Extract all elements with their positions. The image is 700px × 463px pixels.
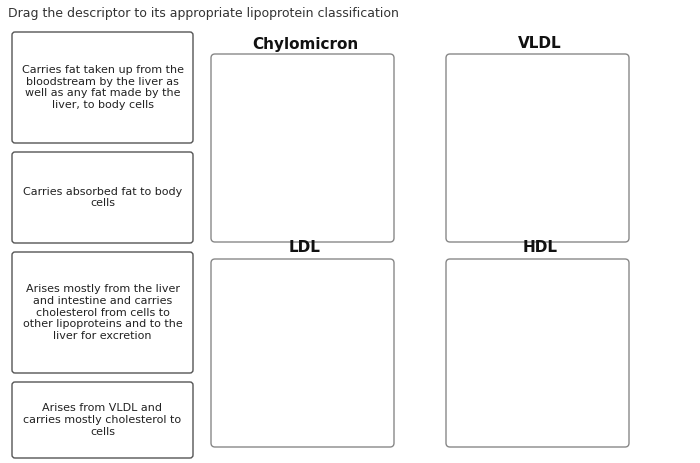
- Text: Arises mostly from the liver
and intestine and carries
cholesterol from cells to: Arises mostly from the liver and intesti…: [22, 284, 183, 341]
- Text: HDL: HDL: [522, 240, 557, 256]
- Text: Drag the descriptor to its appropriate lipoprotein classification: Drag the descriptor to its appropriate l…: [8, 7, 399, 20]
- FancyBboxPatch shape: [446, 259, 629, 447]
- FancyBboxPatch shape: [211, 259, 394, 447]
- Text: Chylomicron: Chylomicron: [252, 37, 358, 51]
- Text: Arises from VLDL and
carries mostly cholesterol to
cells: Arises from VLDL and carries mostly chol…: [23, 403, 181, 437]
- Text: VLDL: VLDL: [518, 37, 562, 51]
- FancyBboxPatch shape: [446, 54, 629, 242]
- FancyBboxPatch shape: [12, 32, 193, 143]
- Text: LDL: LDL: [289, 240, 321, 256]
- Text: Carries absorbed fat to body
cells: Carries absorbed fat to body cells: [23, 187, 182, 208]
- FancyBboxPatch shape: [12, 252, 193, 373]
- Text: Carries fat taken up from the
bloodstream by the liver as
well as any fat made b: Carries fat taken up from the bloodstrea…: [22, 65, 183, 110]
- FancyBboxPatch shape: [211, 54, 394, 242]
- FancyBboxPatch shape: [12, 152, 193, 243]
- FancyBboxPatch shape: [12, 382, 193, 458]
